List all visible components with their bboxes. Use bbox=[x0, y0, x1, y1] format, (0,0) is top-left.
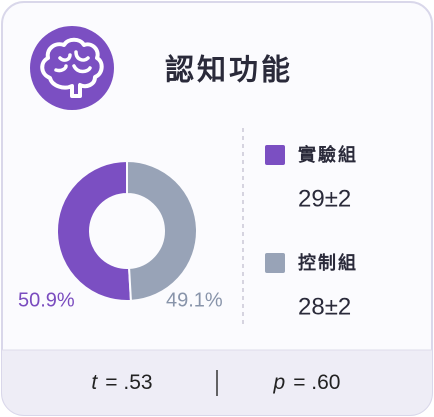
donut-slice bbox=[56, 159, 133, 302]
value-label: 49.1% bbox=[166, 289, 223, 311]
t-symbol: t bbox=[91, 371, 98, 394]
legend-label: 控制組 bbox=[298, 252, 358, 273]
brain-icon bbox=[30, 26, 114, 110]
legend-swatch bbox=[265, 253, 285, 273]
legend-label: 實驗組 bbox=[298, 144, 358, 165]
legend-swatch bbox=[265, 145, 285, 165]
chart-title: 認知功能 bbox=[165, 53, 293, 87]
p-symbol: p bbox=[273, 371, 286, 394]
p-stat: p = .60 bbox=[273, 371, 341, 394]
value-label: 50.9% bbox=[18, 289, 75, 311]
group-value: 28±2 bbox=[298, 293, 351, 320]
t-value: = .53 bbox=[105, 371, 152, 394]
donut-slice bbox=[126, 159, 198, 302]
group-value: 29±2 bbox=[298, 185, 351, 212]
p-value: = .60 bbox=[293, 371, 340, 394]
t-stat: t = .53 bbox=[91, 371, 152, 394]
